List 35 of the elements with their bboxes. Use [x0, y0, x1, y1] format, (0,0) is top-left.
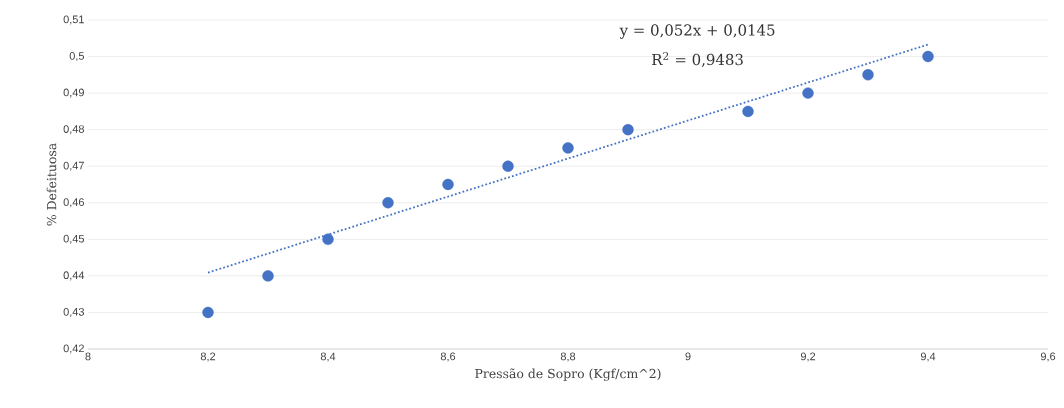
- y-tick-label: 0,45: [63, 234, 85, 244]
- point: [442, 178, 454, 191]
- x-tick-label: 8,8: [560, 352, 576, 362]
- x-tick-label: 9: [685, 352, 691, 361]
- point: [622, 123, 634, 136]
- x-tick-label: 9,6: [1040, 352, 1056, 362]
- y-tick-label: 0,44: [63, 271, 85, 281]
- point: [922, 50, 934, 63]
- x-tick-label: 8,2: [200, 352, 216, 362]
- point: [322, 233, 334, 246]
- point: [802, 87, 814, 99]
- y-axis-title: % Defeituosa: [46, 143, 57, 226]
- point: [262, 270, 274, 282]
- point: [382, 197, 394, 209]
- y-tick-label: 0,5: [69, 52, 85, 62]
- y-tick-label: 0,49: [63, 88, 84, 98]
- y-tick-label: 0,46: [63, 198, 84, 208]
- point: [502, 160, 514, 172]
- point: [562, 142, 574, 154]
- annotation: R$^{2}$ = 0,9483: [652, 51, 743, 67]
- y-tick-label: 0,43: [63, 307, 84, 317]
- point: [742, 105, 754, 118]
- y-tick-label: 0,51: [63, 15, 84, 25]
- y-tick-label: 0,48: [63, 125, 84, 135]
- x-tick-label: 8,4: [320, 352, 336, 362]
- x-tick-label: 8,6: [440, 352, 456, 362]
- point: [862, 69, 874, 81]
- annotation: y = 0,052x + 0,0145: [619, 24, 775, 39]
- point: [202, 306, 214, 319]
- x-tick-label: 9,4: [920, 352, 936, 362]
- y-tick-label: 0,47: [63, 161, 84, 171]
- y-tick-label: 0,42: [63, 344, 84, 354]
- x-axis-title: Pressão de Sopro (Kgf/cm^2): [475, 368, 661, 381]
- x-tick-label: 9,2: [800, 352, 816, 362]
- x-tick-label: 8: [85, 352, 91, 361]
